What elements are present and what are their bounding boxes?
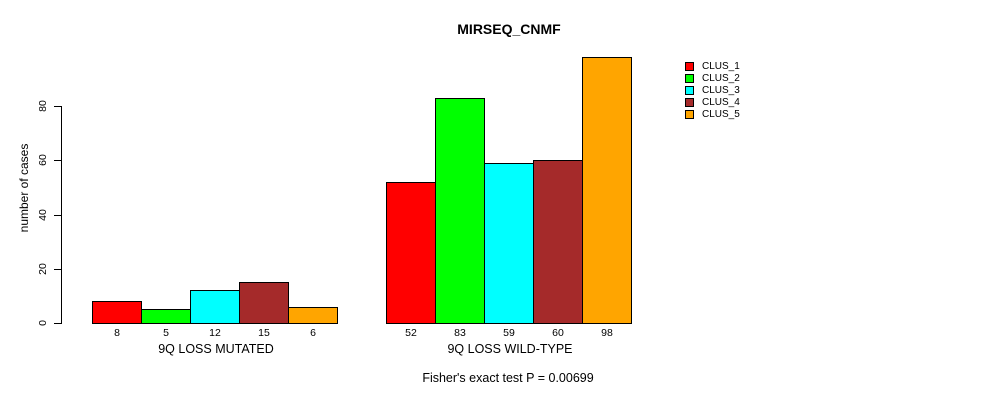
legend-item: CLUS_2 [685, 72, 740, 84]
y-axis-tick [54, 323, 62, 324]
bar-value-label: 60 [552, 327, 564, 339]
bar-clus_2 [141, 309, 191, 324]
legend-item: CLUS_4 [685, 97, 740, 109]
bar-value-label: 98 [601, 327, 613, 339]
chart-title: MIRSEQ_CNMF [457, 21, 561, 37]
y-axis-tick-label: 0 [37, 320, 49, 326]
legend-swatch [685, 98, 694, 108]
bar-value-label: 83 [454, 327, 466, 339]
y-axis-tick-label: 20 [37, 262, 49, 275]
y-axis-tick-label: 80 [37, 100, 49, 112]
legend-label: CLUS_1 [702, 60, 740, 72]
y-axis-title: number of cases [17, 143, 31, 233]
legend-label: CLUS_4 [702, 97, 740, 109]
legend-swatch [685, 61, 694, 71]
bar-value-label: 15 [258, 327, 270, 339]
bar-clus_4 [239, 282, 289, 324]
legend-label: CLUS_2 [702, 72, 740, 84]
legend-swatch [685, 110, 694, 120]
bar-value-label: 6 [310, 327, 316, 339]
bar-clus_3 [190, 290, 240, 324]
y-axis-tick [54, 268, 62, 270]
bar-value-label: 59 [503, 327, 515, 339]
y-axis-tick-label: 40 [37, 208, 49, 221]
bar-value-label: 12 [209, 327, 221, 339]
bar-clus_1 [386, 181, 436, 324]
bar-clus_5 [582, 57, 632, 324]
bar-clus_2 [435, 97, 485, 324]
legend-item: CLUS_5 [685, 109, 740, 121]
y-axis-tick [54, 214, 62, 216]
bar-clus_3 [484, 162, 534, 324]
legend-label: CLUS_3 [702, 84, 740, 96]
bar-value-label: 5 [163, 327, 169, 339]
bar-value-label: 8 [114, 327, 120, 339]
fisher-test-annotation: Fisher's exact test P = 0.00699 [422, 371, 594, 385]
y-axis-tick-label: 60 [37, 154, 49, 167]
legend-swatch [685, 85, 694, 95]
legend-swatch [685, 73, 694, 83]
x-group-label-mutated: 9Q LOSS MUTATED [158, 342, 274, 356]
bar-value-label: 52 [405, 327, 417, 339]
legend-item: CLUS_3 [685, 84, 740, 96]
chart-legend: CLUS_1 CLUS_2 CLUS_3 CLUS_4 CLUS_5 [685, 60, 740, 121]
x-group-label-wild-type: 9Q LOSS WILD-TYPE [447, 342, 573, 356]
y-axis-tick [54, 160, 62, 162]
bar-clus_1 [92, 301, 142, 324]
legend-item: CLUS_1 [685, 60, 740, 72]
legend-label: CLUS_5 [702, 109, 740, 121]
y-axis-tick [54, 106, 62, 107]
bar-clus_5 [288, 306, 338, 324]
bar-clus_4 [533, 160, 583, 324]
